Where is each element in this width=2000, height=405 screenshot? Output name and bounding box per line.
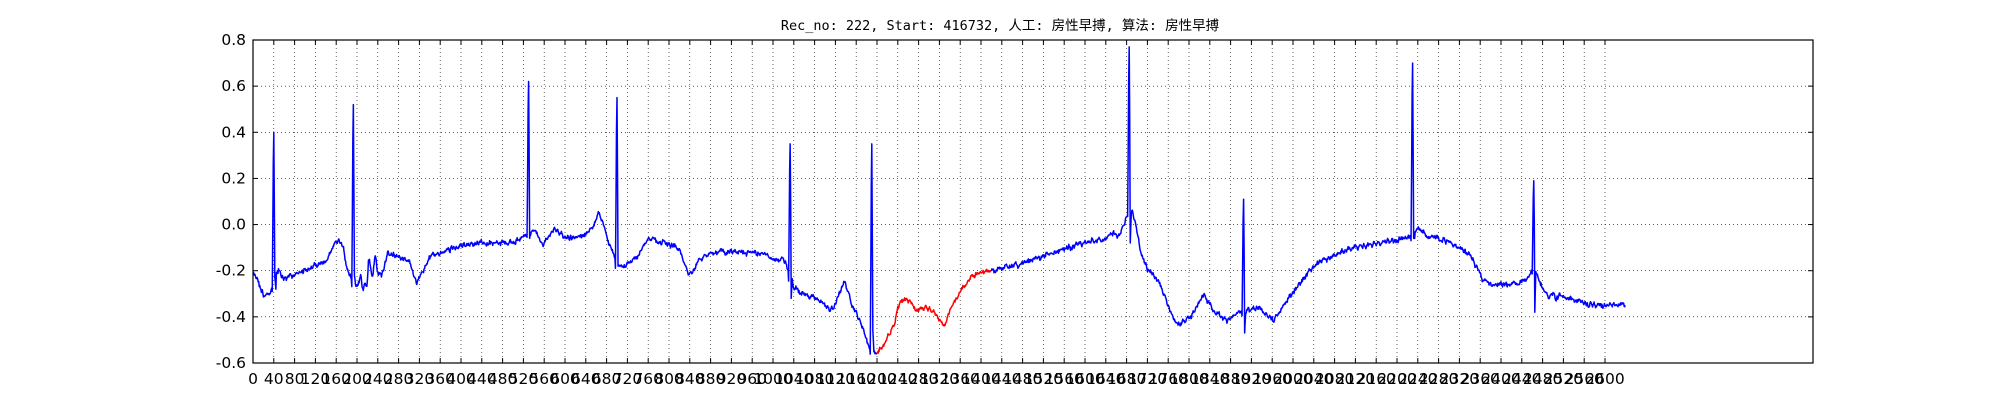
- y-tick-label: 0.0: [221, 216, 246, 234]
- x-tick-label: 0: [248, 370, 258, 388]
- x-tick-label: 2560: [1564, 370, 1603, 388]
- x-tick-label: 2120: [1336, 370, 1375, 388]
- y-tick-label: -0.4: [216, 308, 246, 326]
- x-tick-label: 2360: [1460, 370, 1499, 388]
- x-tick-label: 2600: [1585, 370, 1624, 388]
- x-tick-label: 1560: [1044, 370, 1083, 388]
- x-tick-label: 2200: [1377, 370, 1416, 388]
- x-tick-label: 160: [321, 370, 351, 388]
- x-tick-label: 800: [654, 370, 684, 388]
- x-tick-label: 400: [446, 370, 476, 388]
- x-tick-label: 960: [737, 370, 767, 388]
- y-tick-label: 0.4: [221, 123, 246, 141]
- ecg-series: [252, 46, 1626, 355]
- x-tick-label: 2400: [1481, 370, 1520, 388]
- x-tick-label: 2440: [1502, 370, 1541, 388]
- x-tick-label: 2000: [1273, 370, 1312, 388]
- x-tick-label: 200: [342, 370, 372, 388]
- x-tick-label: 880: [696, 370, 726, 388]
- x-tick-label: 80: [285, 370, 305, 388]
- x-tick-label: 1160: [836, 370, 875, 388]
- x-tick-label: 760: [633, 370, 663, 388]
- x-tick-label: 1520: [1024, 370, 1063, 388]
- ecg-line-normal-after: [990, 46, 1626, 334]
- x-tick-label: 1440: [982, 370, 1021, 388]
- x-tick-label: 600: [550, 370, 580, 388]
- x-tick-label: 1080: [795, 370, 834, 388]
- x-tick-label: 1040: [774, 370, 813, 388]
- x-tick-label: 640: [571, 370, 601, 388]
- x-tick-label: 1840: [1190, 370, 1229, 388]
- x-tick-label: 1480: [1003, 370, 1042, 388]
- y-tick-label: 0.6: [221, 77, 246, 95]
- x-tick-label: 720: [613, 370, 643, 388]
- x-tick-label: 560: [529, 370, 559, 388]
- x-tick-label: 1680: [1107, 370, 1146, 388]
- x-tick-label: 2480: [1523, 370, 1562, 388]
- x-tick-label: 1600: [1065, 370, 1104, 388]
- x-tick-label: 1880: [1211, 370, 1250, 388]
- grid-lines: [252, 39, 1813, 364]
- x-tick-label: 680: [592, 370, 622, 388]
- x-tick-label: 1800: [1169, 370, 1208, 388]
- y-tick-label: 0.2: [221, 169, 246, 187]
- axis-ticks: -0.6-0.4-0.20.00.20.40.60.80 40 8012016020…: [216, 31, 1813, 388]
- x-tick-label: 240: [363, 370, 393, 388]
- x-tick-label: 1240: [878, 370, 917, 388]
- x-tick-label: 2080: [1315, 370, 1354, 388]
- x-tick-label: 2160: [1356, 370, 1395, 388]
- x-tick-label: 40: [264, 370, 284, 388]
- x-tick-label: 2040: [1294, 370, 1333, 388]
- ecg-line-highlighted-beat: [876, 268, 992, 355]
- x-tick-label: 1720: [1128, 370, 1167, 388]
- x-tick-label: 1280: [899, 370, 938, 388]
- x-tick-label: 120: [301, 370, 331, 388]
- x-tick-label: 480: [488, 370, 518, 388]
- y-tick-label: 0.8: [221, 31, 246, 49]
- x-tick-label: 1640: [1086, 370, 1125, 388]
- x-tick-label: 360: [425, 370, 455, 388]
- x-tick-label: 2240: [1398, 370, 1437, 388]
- x-tick-label: 1400: [961, 370, 1000, 388]
- plot-frame: [252, 39, 1814, 364]
- x-tick-label: 440: [467, 370, 497, 388]
- y-tick-label: -0.6: [216, 354, 246, 372]
- x-tick-label: 1200: [857, 370, 896, 388]
- x-tick-label: 1360: [940, 370, 979, 388]
- x-tick-label: 2520: [1544, 370, 1583, 388]
- x-tick-label: 280: [384, 370, 414, 388]
- x-tick-label: 1960: [1252, 370, 1291, 388]
- x-tick-label: 920: [717, 370, 747, 388]
- y-tick-label: -0.2: [216, 262, 246, 280]
- x-tick-label: 520: [509, 370, 539, 388]
- x-tick-label: 1920: [1232, 370, 1271, 388]
- x-tick-label: 1000: [753, 370, 792, 388]
- x-tick-label: 1760: [1148, 370, 1187, 388]
- x-tick-label: 840: [675, 370, 705, 388]
- chart-title: Rec_no: 222, Start: 416732, 人工: 房性早搏, 算法…: [781, 17, 1219, 34]
- x-tick-label: 1320: [920, 370, 959, 388]
- x-tick-label: 1120: [816, 370, 855, 388]
- x-tick-label: 2320: [1440, 370, 1479, 388]
- ecg-line-normal-before: [252, 80, 878, 355]
- x-tick-label: 2280: [1419, 370, 1458, 388]
- x-tick-label: 320: [405, 370, 435, 388]
